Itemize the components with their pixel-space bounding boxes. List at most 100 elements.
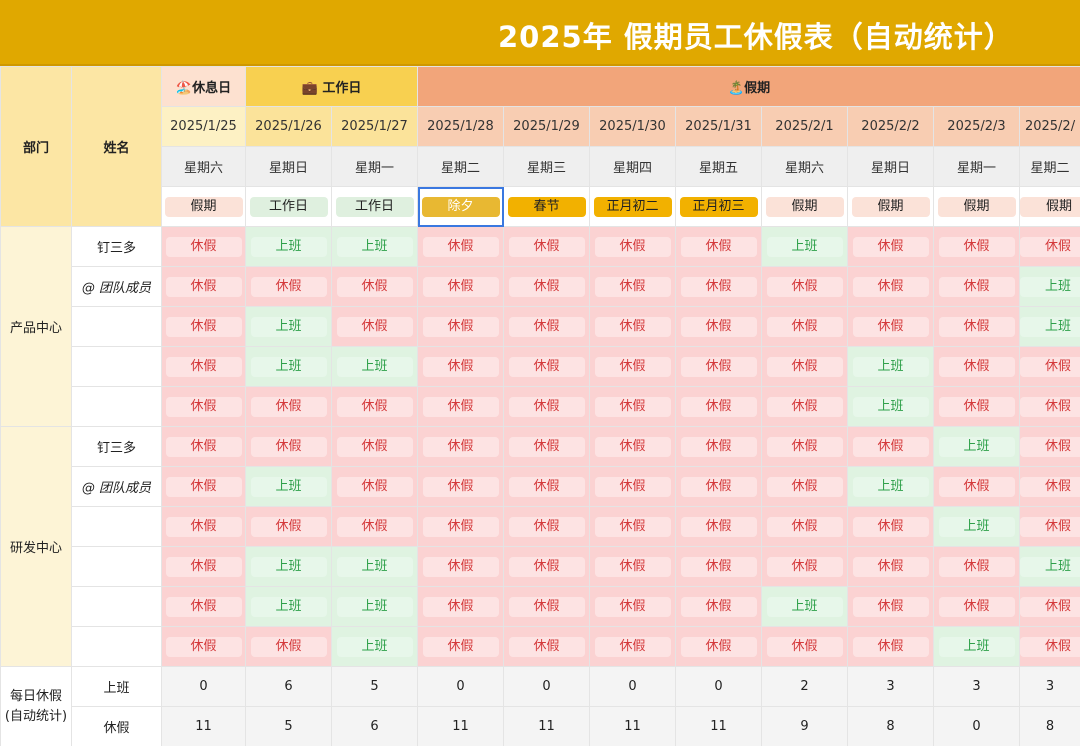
attendance-cell[interactable]: 休假 [161,346,246,387]
attendance-cell[interactable]: 休假 [417,306,504,347]
attendance-cell[interactable]: 上班 [761,586,848,627]
attendance-cell[interactable]: 休假 [933,546,1020,587]
attendance-cell[interactable]: 休假 [245,386,332,427]
attendance-cell[interactable]: 休假 [847,266,934,307]
attendance-cell[interactable]: 上班 [1018,306,1080,347]
attendance-cell[interactable]: 休假 [331,306,418,347]
attendance-cell[interactable]: 休假 [1018,346,1080,387]
attendance-cell[interactable]: 休假 [331,466,418,507]
date-header[interactable]: 2025/1/26 [245,106,332,147]
attendance-cell[interactable]: 休假 [675,626,762,667]
attendance-cell[interactable]: 休假 [1018,626,1080,667]
attendance-cell[interactable]: 休假 [933,386,1020,427]
attendance-cell[interactable]: 休假 [761,346,848,387]
attendance-cell[interactable]: 休假 [933,466,1020,507]
attendance-cell[interactable]: 休假 [161,226,246,267]
attendance-cell[interactable]: 休假 [331,386,418,427]
employee-name-cell[interactable]: @ 团队成员 [71,466,162,507]
attendance-cell[interactable]: 休假 [761,506,848,547]
attendance-cell[interactable]: 休假 [589,266,676,307]
attendance-cell[interactable]: 休假 [589,386,676,427]
attendance-cell[interactable]: 休假 [417,226,504,267]
attendance-cell[interactable]: 休假 [417,346,504,387]
attendance-cell[interactable]: 休假 [503,426,590,467]
attendance-cell[interactable]: 休假 [1018,386,1080,427]
attendance-cell[interactable]: 休假 [589,586,676,627]
attendance-cell[interactable]: 休假 [761,546,848,587]
attendance-cell[interactable]: 休假 [761,306,848,347]
attendance-cell[interactable]: 休假 [245,626,332,667]
day-type-cell[interactable]: 假期 [847,186,934,227]
attendance-cell[interactable]: 休假 [161,586,246,627]
date-header[interactable]: 2025/1/25 [161,106,246,147]
attendance-cell[interactable]: 上班 [933,426,1020,467]
employee-name-cell[interactable] [71,626,162,667]
attendance-cell[interactable]: 休假 [675,426,762,467]
date-header[interactable]: 2025/1/30 [589,106,676,147]
attendance-cell[interactable]: 休假 [161,266,246,307]
employee-name-cell[interactable] [71,306,162,347]
attendance-cell[interactable]: 休假 [503,266,590,307]
attendance-cell[interactable]: 休假 [503,346,590,387]
attendance-cell[interactable]: 休假 [161,546,246,587]
attendance-cell[interactable]: 上班 [245,466,332,507]
attendance-cell[interactable]: 休假 [161,386,246,427]
attendance-cell[interactable]: 休假 [245,266,332,307]
attendance-cell[interactable]: 休假 [161,506,246,547]
employee-name-cell[interactable]: 钉三多 [71,226,162,267]
attendance-cell[interactable]: 休假 [933,586,1020,627]
date-header[interactable]: 2025/2/2 [847,106,934,147]
attendance-cell[interactable]: 休假 [761,626,848,667]
attendance-cell[interactable]: 上班 [245,586,332,627]
date-header[interactable]: 2025/1/29 [503,106,590,147]
attendance-cell[interactable]: 休假 [675,346,762,387]
employee-name-cell[interactable] [71,506,162,547]
attendance-cell[interactable]: 休假 [503,306,590,347]
attendance-cell[interactable]: 休假 [417,386,504,427]
attendance-cell[interactable]: 上班 [761,226,848,267]
attendance-cell[interactable]: 休假 [417,466,504,507]
attendance-cell[interactable]: 上班 [331,546,418,587]
attendance-cell[interactable]: 休假 [761,426,848,467]
employee-name-cell[interactable] [71,546,162,587]
day-type-cell[interactable]: 工作日 [331,186,418,227]
date-header[interactable]: 2025/2/1 [761,106,848,147]
attendance-cell[interactable]: 上班 [331,626,418,667]
attendance-cell[interactable]: 休假 [847,506,934,547]
attendance-cell[interactable]: 上班 [847,466,934,507]
attendance-cell[interactable]: 休假 [161,626,246,667]
attendance-cell[interactable]: 休假 [761,466,848,507]
attendance-cell[interactable]: 休假 [933,346,1020,387]
attendance-cell[interactable]: 休假 [1018,586,1080,627]
attendance-cell[interactable]: 休假 [503,226,590,267]
attendance-cell[interactable]: 休假 [417,266,504,307]
attendance-cell[interactable]: 上班 [331,346,418,387]
attendance-cell[interactable]: 上班 [1018,266,1080,307]
day-type-cell[interactable]: 假期 [1018,186,1080,227]
attendance-cell[interactable]: 休假 [589,506,676,547]
attendance-cell[interactable]: 上班 [245,346,332,387]
attendance-cell[interactable]: 休假 [589,346,676,387]
attendance-cell[interactable]: 休假 [503,546,590,587]
attendance-cell[interactable]: 休假 [161,466,246,507]
attendance-cell[interactable]: 休假 [589,626,676,667]
attendance-cell[interactable]: 休假 [675,386,762,427]
attendance-cell[interactable]: 休假 [245,426,332,467]
attendance-cell[interactable]: 休假 [417,426,504,467]
attendance-cell[interactable]: 休假 [503,466,590,507]
attendance-cell[interactable]: 上班 [245,546,332,587]
attendance-cell[interactable]: 休假 [847,226,934,267]
employee-name-cell[interactable] [71,386,162,427]
attendance-cell[interactable]: 休假 [847,546,934,587]
attendance-cell[interactable]: 上班 [847,386,934,427]
attendance-cell[interactable]: 上班 [245,226,332,267]
attendance-cell[interactable]: 休假 [847,426,934,467]
attendance-cell[interactable]: 休假 [417,546,504,587]
employee-name-cell[interactable]: 钉三多 [71,426,162,467]
attendance-cell[interactable]: 休假 [589,546,676,587]
attendance-cell[interactable]: 休假 [417,626,504,667]
employee-name-cell[interactable] [71,346,162,387]
attendance-cell[interactable]: 休假 [245,506,332,547]
attendance-cell[interactable]: 休假 [933,226,1020,267]
attendance-cell[interactable]: 上班 [847,346,934,387]
